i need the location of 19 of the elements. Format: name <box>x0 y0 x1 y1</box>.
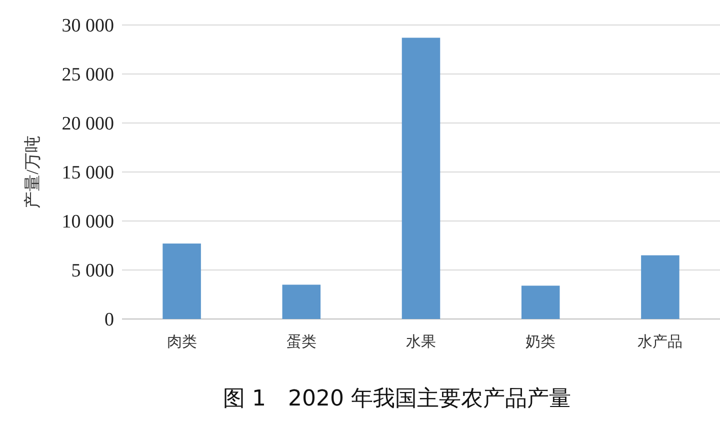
bar <box>402 38 440 319</box>
x-tick-label: 奶类 <box>526 333 556 350</box>
x-tick-label: 肉类 <box>166 333 197 350</box>
text: 图 1 2020 年我国主要农产品产量 <box>223 386 571 412</box>
x-tick-label: 水果 <box>406 333 436 350</box>
bar <box>521 286 560 319</box>
bar <box>282 284 321 319</box>
bar <box>162 244 201 319</box>
bar <box>641 255 680 319</box>
y-tick-label: 20 000 <box>62 114 114 135</box>
y-axis-title: 产量/万吨 <box>22 136 42 208</box>
y-tick-label: 30 000 <box>62 16 114 37</box>
y-tick-label: 15 000 <box>62 162 114 184</box>
x-tick-label: 水产品 <box>638 333 683 350</box>
y-tick-label: 0 <box>104 310 114 331</box>
y-tick-label: 10 000 <box>62 212 114 233</box>
y-tick-label: 25 000 <box>62 64 114 86</box>
y-tick-label: 5 000 <box>71 260 114 282</box>
x-tick-label: 蛋类 <box>286 333 316 350</box>
